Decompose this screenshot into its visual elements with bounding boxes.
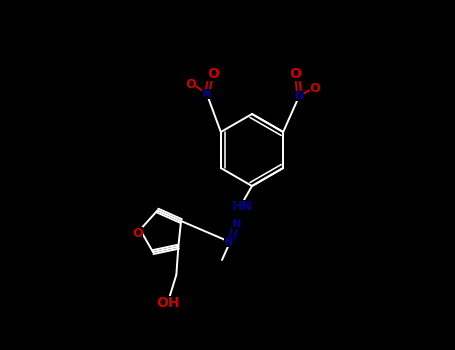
- Text: N: N: [202, 89, 212, 99]
- Text: HN: HN: [232, 199, 253, 212]
- Text: O: O: [133, 227, 143, 240]
- Text: OH: OH: [157, 296, 180, 310]
- Text: O: O: [207, 67, 219, 81]
- Text: O: O: [186, 77, 196, 91]
- Text: N: N: [294, 91, 304, 101]
- Text: N: N: [224, 237, 233, 247]
- Text: N: N: [233, 219, 242, 229]
- Text: O: O: [289, 67, 301, 81]
- Text: O: O: [310, 82, 320, 95]
